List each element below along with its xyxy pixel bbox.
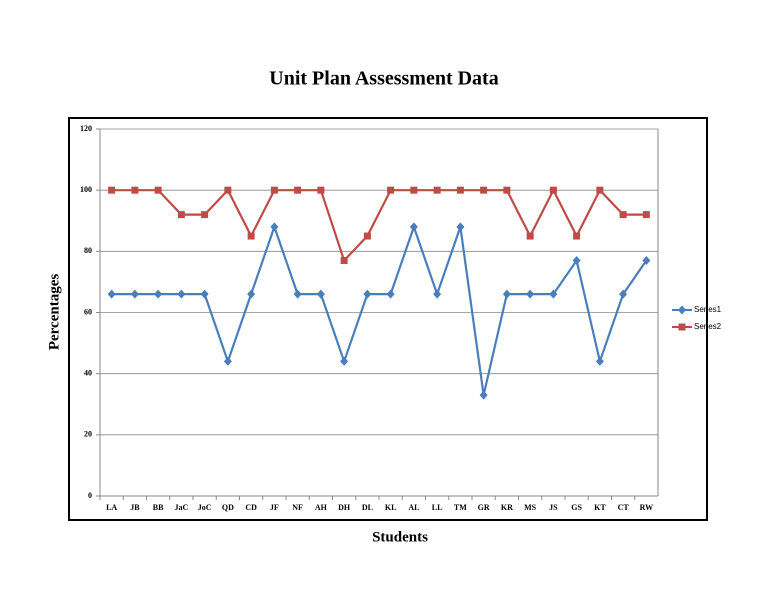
data-point bbox=[270, 186, 278, 194]
x-tick-label: JoC bbox=[198, 503, 212, 512]
x-tick-label: KT bbox=[594, 503, 606, 512]
data-point bbox=[270, 222, 279, 232]
data-point bbox=[363, 232, 371, 240]
data-point bbox=[317, 186, 325, 194]
data-point bbox=[340, 356, 349, 366]
data-point bbox=[479, 390, 488, 400]
data-point bbox=[480, 186, 488, 194]
x-tick-label: AL bbox=[408, 503, 419, 512]
data-point bbox=[223, 356, 232, 366]
data-point bbox=[526, 232, 534, 240]
x-tick-label: LL bbox=[432, 503, 443, 512]
chart-title: Unit Plan Assessment Data bbox=[269, 68, 498, 90]
x-tick-label: MS bbox=[524, 503, 537, 512]
data-point bbox=[409, 222, 418, 232]
chart-frame bbox=[68, 117, 708, 521]
x-tick-label: LA bbox=[106, 503, 117, 512]
data-point bbox=[619, 289, 628, 299]
x-tick-label: GS bbox=[571, 503, 582, 512]
data-point bbox=[177, 211, 185, 219]
data-point bbox=[363, 289, 372, 299]
x-tick-label: JF bbox=[270, 503, 279, 512]
data-point bbox=[433, 289, 442, 299]
data-point bbox=[154, 289, 163, 299]
data-point bbox=[200, 289, 209, 299]
x-tick-label: JS bbox=[549, 503, 558, 512]
data-point bbox=[386, 289, 395, 299]
x-tick-label: RW bbox=[640, 503, 654, 512]
data-point bbox=[130, 289, 139, 299]
x-axis-label: Students bbox=[372, 529, 428, 545]
data-point bbox=[387, 186, 395, 194]
data-point bbox=[294, 186, 302, 194]
data-point bbox=[573, 232, 581, 240]
legend-label: Series2 bbox=[694, 322, 722, 331]
data-point bbox=[201, 211, 209, 219]
data-point bbox=[642, 211, 650, 219]
x-tick-label: JB bbox=[130, 503, 140, 512]
x-tick-label: QD bbox=[222, 503, 234, 512]
data-point bbox=[456, 222, 465, 232]
data-point bbox=[502, 289, 511, 299]
x-tick-label: TM bbox=[454, 503, 467, 512]
data-point bbox=[526, 289, 535, 299]
y-tick-label: 60 bbox=[84, 307, 92, 316]
x-tick-label: DH bbox=[338, 503, 351, 512]
data-point bbox=[154, 186, 162, 194]
data-point bbox=[619, 211, 627, 219]
x-tick-label: GR bbox=[478, 503, 490, 512]
data-point bbox=[316, 289, 325, 299]
data-point bbox=[410, 186, 418, 194]
data-point bbox=[503, 186, 511, 194]
x-tick-label: CT bbox=[618, 503, 630, 512]
data-point bbox=[108, 186, 116, 194]
data-point bbox=[549, 186, 557, 194]
data-point bbox=[247, 289, 256, 299]
x-tick-label: CD bbox=[245, 503, 257, 512]
y-tick-label: 80 bbox=[84, 246, 92, 255]
legend-marker bbox=[678, 323, 686, 331]
legend-marker bbox=[678, 305, 686, 315]
data-point bbox=[572, 256, 581, 266]
x-tick-label: KL bbox=[385, 503, 397, 512]
y-tick-label: 0 bbox=[88, 491, 92, 500]
y-tick-label: 120 bbox=[80, 124, 92, 133]
x-tick-label: AH bbox=[315, 503, 328, 512]
x-tick-label: JaC bbox=[174, 503, 188, 512]
legend-label: Series1 bbox=[694, 305, 722, 314]
y-tick-label: 20 bbox=[84, 430, 92, 439]
data-point bbox=[131, 186, 139, 194]
x-tick-label: NF bbox=[292, 503, 303, 512]
data-point bbox=[456, 186, 464, 194]
data-point bbox=[247, 232, 255, 240]
data-point bbox=[549, 289, 558, 299]
data-point bbox=[224, 186, 232, 194]
data-point bbox=[107, 289, 116, 299]
x-tick-label: BB bbox=[153, 503, 164, 512]
data-point bbox=[595, 356, 604, 366]
y-tick-label: 100 bbox=[80, 185, 92, 194]
data-point bbox=[340, 257, 348, 265]
x-tick-label: KR bbox=[501, 503, 513, 512]
data-point bbox=[642, 256, 651, 266]
data-point bbox=[433, 186, 441, 194]
data-point bbox=[596, 186, 604, 194]
y-axis-label: Percentages bbox=[46, 274, 62, 351]
x-tick-label: DL bbox=[362, 503, 373, 512]
y-tick-label: 40 bbox=[84, 368, 92, 377]
data-point bbox=[293, 289, 302, 299]
series-line bbox=[111, 187, 647, 263]
data-point bbox=[177, 289, 186, 299]
